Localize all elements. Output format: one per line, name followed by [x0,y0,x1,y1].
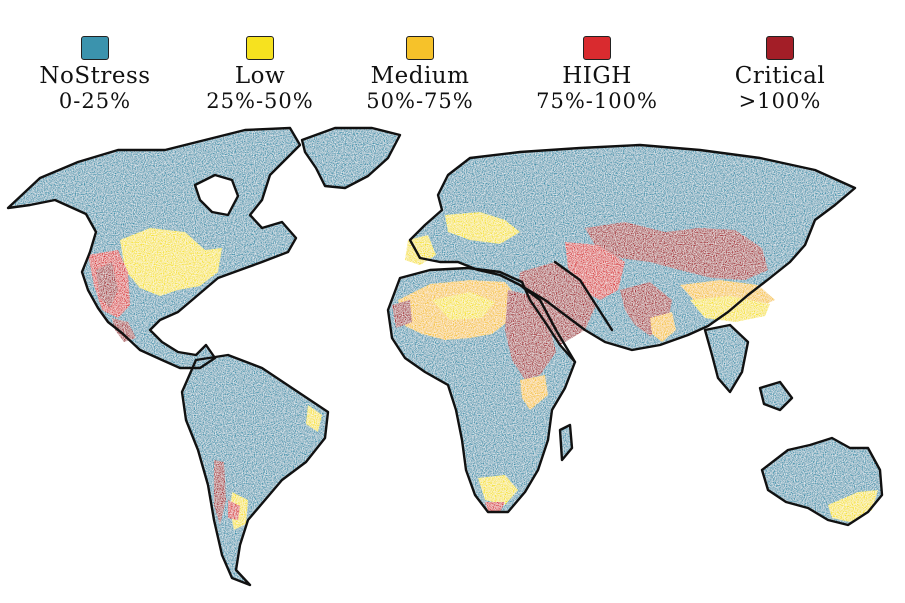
legend-item-no-stress: NoStress 0-25% [20,36,170,113]
legend-range-low: 25%-50% [206,89,314,113]
greenland-region [302,128,400,188]
europe-south-low-stress [445,212,520,244]
legend-label-low: Low [234,63,286,89]
legend-range-high: 75%-100% [536,89,658,113]
legend-range-critical: >100% [738,89,822,113]
legend-label-critical: Critical [734,63,826,89]
horn-of-africa-medium-stress [520,375,548,410]
india-medium-stress [650,312,676,342]
south-america-region [182,355,328,585]
legend-swatch-no-stress [81,36,109,60]
southern-africa-low-stress [478,475,518,505]
central-asia-critical-stress [585,222,768,280]
northwest-africa-critical-stress [392,300,412,328]
legend-label-medium: Medium [370,63,470,89]
legend-swatch-medium [406,36,434,60]
legend-item-high: HIGH 75%-100% [522,36,672,113]
australia-southeast-low-stress [828,490,878,522]
sahara-low-stress [432,292,495,320]
legend-swatch-high [583,36,611,60]
legend-item-critical: Critical >100% [705,36,855,113]
legend-swatch-critical [766,36,794,60]
south-africa-high-stress [485,502,505,512]
andes-critical-stress [214,460,226,525]
legend-item-medium: Medium 50%-75% [345,36,495,113]
southeast-asia-region [705,325,748,392]
legend: NoStress 0-25% Low 25%-50% Medium 50%-75… [0,0,905,125]
brazil-east-low-stress [306,405,322,432]
legend-item-low: Low 25%-50% [185,36,335,113]
legend-label-no-stress: NoStress [39,63,151,89]
coastline-outlines [6,126,884,587]
legend-swatch-low [246,36,274,60]
usa-west-critical-stress [96,262,118,308]
legend-range-medium: 50%-75% [366,89,474,113]
legend-range-no-stress: 0-25% [58,89,132,113]
legend-label-high: HIGH [562,63,632,89]
mexico-critical-stress [112,318,136,342]
usa-low-stress [120,228,222,296]
argentina-high-stress [228,500,240,520]
east-africa-critical-stress [505,290,556,380]
